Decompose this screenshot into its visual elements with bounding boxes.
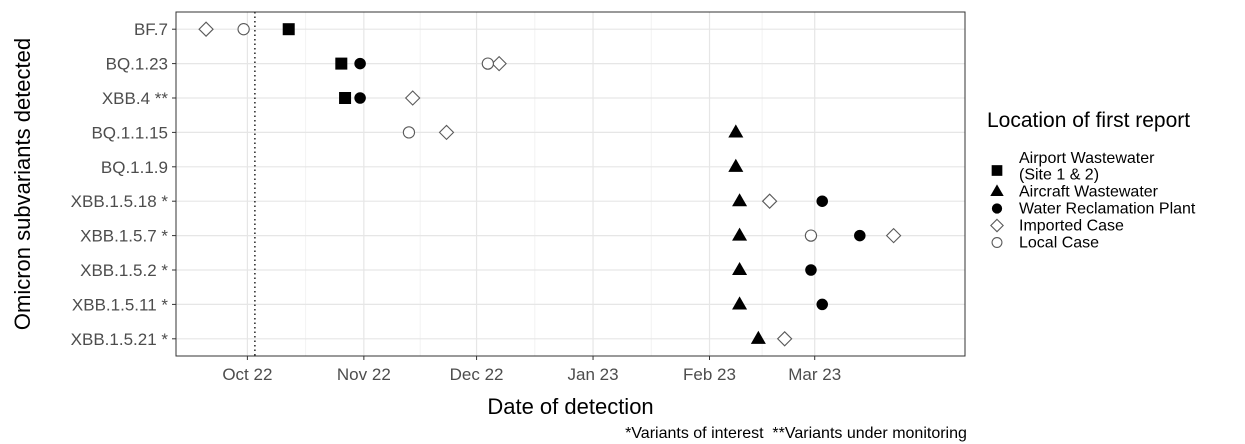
data-point-diamond-open [198,21,214,37]
plot-frame [175,11,966,357]
data-point-circle-open [804,229,818,242]
legend-label: Local Case [1019,235,1099,252]
data-point-circle-filled [854,229,866,242]
x-tick-label: Jan 23 [568,365,619,384]
data-point-diamond-open [438,124,455,141]
data-point-diamond-open [885,227,902,244]
data-point-circle-filled [805,264,817,276]
data-point-diamond-open [776,331,793,347]
y-tick-label: BF.7 [134,20,168,39]
legend-key-square-filled [991,165,1003,176]
y-axis-ticks: BF.7 BQ.1.23 XBB.4 ** BQ.1.1.15 BQ.1.1.9 XBB.… [71,20,176,349]
legend-key-circle-filled [991,203,1003,214]
y-tick-label: XBB.1.5.2 * [80,261,168,280]
data-point-circle-open [481,57,494,70]
legend-key-diamond-open [990,218,1004,233]
data-point-square-filled [282,23,295,36]
data-point-triangle-filled [732,193,748,207]
legend-label: Imported Case [1019,218,1124,235]
x-tick-label: Nov 22 [337,365,391,384]
data-point-diamond-open [491,55,507,72]
legend-key-circle-open [991,237,1003,248]
data-point-triangle-filled [750,330,766,344]
y-tick-label: BQ.1.1.9 [101,158,168,177]
x-axis-title: Date of detection [487,394,653,419]
x-axis-ticks: Oct 22 Nov 22 Dec 22 Jan 23 Feb 23 Mar 23 [222,356,841,384]
legend-label: Aircraft Wastewater [1019,184,1159,201]
y-tick-label: XBB.1.5.11 * [72,295,168,314]
x-tick-label: Feb 23 [683,365,736,384]
legend-label: Airport Wastewater [1019,150,1155,167]
data-point-diamond-open [761,193,778,209]
data-point-circle-filled [354,57,366,70]
data-point-triangle-filled [728,158,744,172]
legend-title: Location of first report [987,109,1190,132]
legend-label: Water Reclamation Plant [1019,201,1196,218]
y-tick-label: XBB.1.5.21 * [71,330,169,349]
data-point-circle-open [402,126,416,139]
x-tick-label: Oct 22 [222,365,272,384]
data-point-square-filled [339,92,352,104]
y-tick-label: BQ.1.1.15 [91,123,168,142]
legend-label: (Site 1 & 2) [1019,167,1099,184]
y-tick-label: XBB.1.5.7 * [80,227,168,246]
data-point-triangle-filled [732,227,748,241]
data-point-triangle-filled [732,296,748,310]
data-point-square-filled [335,57,348,70]
grid-layer [176,12,965,356]
data-point-circle-filled [816,298,828,311]
x-tick-label: Dec 22 [450,365,504,384]
data-point-circle-filled [354,92,366,104]
footnote: *Variants of interest **Variants under m… [625,425,967,442]
data-point-circle-filled [816,195,828,207]
legend-key-triangle-filled [990,184,1004,197]
y-tick-label: XBB.4 ** [102,89,169,108]
legend: Location of first report Airport Wastewa… [987,109,1196,252]
data-point-triangle-filled [728,124,744,138]
data-point-diamond-open [404,90,421,106]
points-layer [198,21,902,347]
x-tick-label: Mar 23 [788,365,841,384]
y-tick-label: XBB.1.5.18 * [71,192,169,211]
data-point-triangle-filled [732,261,748,276]
y-tick-label: BQ.1.23 [106,55,168,74]
y-axis-title: Omicron subvariants detected [10,38,35,330]
data-point-circle-open [237,23,250,36]
